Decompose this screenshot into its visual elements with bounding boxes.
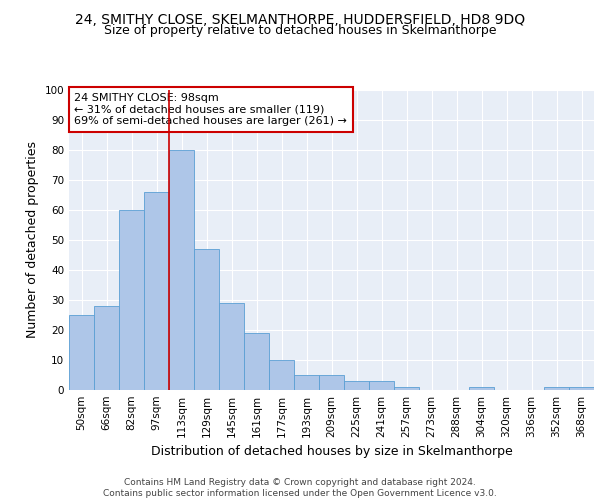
Bar [219,303,244,390]
Bar [69,315,94,390]
Bar [169,150,194,390]
X-axis label: Distribution of detached houses by size in Skelmanthorpe: Distribution of detached houses by size … [151,446,512,458]
Bar [119,210,144,390]
Bar [319,375,344,390]
Text: Contains HM Land Registry data © Crown copyright and database right 2024.
Contai: Contains HM Land Registry data © Crown c… [103,478,497,498]
Bar [144,192,169,390]
Text: 24 SMITHY CLOSE: 98sqm
← 31% of detached houses are smaller (119)
69% of semi-de: 24 SMITHY CLOSE: 98sqm ← 31% of detached… [74,93,347,126]
Bar [244,333,269,390]
Bar [344,381,369,390]
Bar [569,387,594,390]
Bar [294,375,319,390]
Bar [194,249,219,390]
Bar [544,387,569,390]
Y-axis label: Number of detached properties: Number of detached properties [26,142,39,338]
Bar [394,387,419,390]
Text: Size of property relative to detached houses in Skelmanthorpe: Size of property relative to detached ho… [104,24,496,37]
Bar [94,306,119,390]
Text: 24, SMITHY CLOSE, SKELMANTHORPE, HUDDERSFIELD, HD8 9DQ: 24, SMITHY CLOSE, SKELMANTHORPE, HUDDERS… [75,12,525,26]
Bar [469,387,494,390]
Bar [369,381,394,390]
Bar [269,360,294,390]
